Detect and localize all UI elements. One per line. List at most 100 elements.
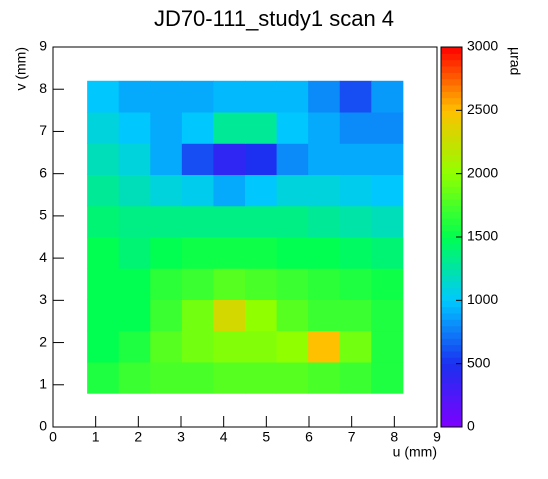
y-tick-label: 6 bbox=[39, 164, 47, 180]
y-tick-label: 9 bbox=[39, 38, 47, 54]
heat-cell bbox=[276, 237, 309, 269]
heat-cell bbox=[308, 361, 341, 394]
colorbar-step bbox=[441, 123, 462, 130]
y-tick-label: 2 bbox=[39, 333, 47, 349]
colorbar-step bbox=[441, 110, 462, 118]
colorbar-step bbox=[441, 357, 462, 365]
heat-cell bbox=[245, 330, 278, 363]
colorbar-step bbox=[441, 351, 462, 358]
heat-cell bbox=[276, 268, 309, 300]
colorbar-step bbox=[441, 408, 462, 415]
heat-cell bbox=[181, 205, 214, 238]
heat-cell bbox=[276, 112, 309, 144]
heat-cell bbox=[118, 237, 151, 269]
colorbar-step bbox=[441, 363, 462, 371]
colorbar-step bbox=[441, 344, 462, 352]
x-tick-label: 4 bbox=[220, 429, 228, 445]
heat-cell bbox=[150, 299, 183, 332]
heat-cell bbox=[87, 299, 120, 332]
heat-cell bbox=[181, 268, 214, 300]
x-tick-label: 3 bbox=[177, 429, 185, 445]
colorbar-step bbox=[441, 97, 462, 105]
heat-cell bbox=[276, 361, 309, 394]
colorbar-step bbox=[441, 66, 462, 73]
heat-cell bbox=[308, 268, 341, 300]
heat-cell bbox=[87, 361, 120, 394]
heat-cell bbox=[181, 174, 214, 207]
colorbar-step bbox=[441, 224, 462, 232]
colorbar-step bbox=[441, 154, 462, 162]
colorbar-step bbox=[441, 395, 462, 403]
heat-cell bbox=[213, 143, 246, 176]
colorbar-step bbox=[441, 382, 462, 390]
heat-cell bbox=[181, 112, 214, 144]
z-tick-label: 500 bbox=[467, 354, 491, 370]
heat-cell bbox=[276, 80, 309, 113]
z-tick-label: 2500 bbox=[467, 101, 498, 117]
colorbar-step bbox=[441, 142, 462, 149]
heat-cell bbox=[213, 330, 246, 363]
colorbar-step bbox=[441, 104, 462, 111]
colorbar-step bbox=[441, 420, 462, 428]
colorbar-step bbox=[441, 300, 462, 308]
heat-cell bbox=[308, 143, 341, 176]
colorbar-step bbox=[441, 148, 462, 156]
heat-cell bbox=[371, 237, 404, 269]
heat-cell bbox=[87, 205, 120, 238]
heat-cell bbox=[339, 268, 372, 300]
colorbar-step bbox=[441, 167, 462, 175]
heat-cell bbox=[276, 299, 309, 332]
x-tick-label: 9 bbox=[433, 429, 441, 445]
heat-cell bbox=[150, 174, 183, 207]
colorbar-step bbox=[441, 370, 462, 377]
heat-cell bbox=[213, 268, 246, 300]
heat-cell bbox=[245, 205, 278, 238]
heat-cell bbox=[213, 205, 246, 238]
colorbar-step bbox=[441, 173, 462, 181]
heat-cell bbox=[150, 361, 183, 394]
heat-cell bbox=[308, 112, 341, 144]
colorbar-step bbox=[441, 53, 462, 61]
x-tick-label: 1 bbox=[92, 429, 100, 445]
heat-cell bbox=[118, 174, 151, 207]
heat-cell bbox=[339, 205, 372, 238]
heat-cell bbox=[213, 174, 246, 207]
heat-cell bbox=[87, 174, 120, 207]
heat-cell bbox=[339, 112, 372, 144]
colorbar-step bbox=[441, 211, 462, 219]
colorbar-step bbox=[441, 192, 462, 200]
colorbar-step bbox=[441, 249, 462, 257]
heat-cell bbox=[245, 143, 278, 176]
heat-cell bbox=[371, 205, 404, 238]
colorbar-step bbox=[441, 161, 462, 168]
y-tick-label: 0 bbox=[39, 418, 47, 434]
heat-cell bbox=[245, 361, 278, 394]
heat-cell bbox=[371, 268, 404, 300]
heat-cell bbox=[245, 268, 278, 300]
heat-cell bbox=[308, 237, 341, 269]
heat-cell bbox=[181, 143, 214, 176]
y-tick-label: 1 bbox=[39, 375, 47, 391]
colorbar-step bbox=[441, 218, 462, 225]
heat-cell bbox=[118, 80, 151, 113]
heat-cell bbox=[276, 205, 309, 238]
z-tick-label: 0 bbox=[467, 418, 475, 434]
colorbar-step bbox=[441, 275, 462, 282]
heat-cell bbox=[181, 299, 214, 332]
colorbar-step bbox=[441, 78, 462, 86]
heat-cell bbox=[150, 330, 183, 363]
colorbar-step bbox=[441, 287, 462, 295]
colorbar-step bbox=[441, 205, 462, 213]
heat-cell bbox=[181, 237, 214, 269]
heat-cell bbox=[118, 205, 151, 238]
heat-cell bbox=[308, 299, 341, 332]
colorbar-step bbox=[441, 262, 462, 270]
colorbar-step bbox=[441, 376, 462, 384]
colorbar-step bbox=[441, 332, 462, 339]
z-axis-label: µrad bbox=[507, 47, 523, 75]
heat-cell bbox=[245, 80, 278, 113]
y-tick-label: 5 bbox=[39, 207, 47, 223]
y-axis-label: v (mm) bbox=[13, 47, 29, 91]
colorbar-step bbox=[441, 47, 462, 54]
heat-cell bbox=[150, 268, 183, 300]
